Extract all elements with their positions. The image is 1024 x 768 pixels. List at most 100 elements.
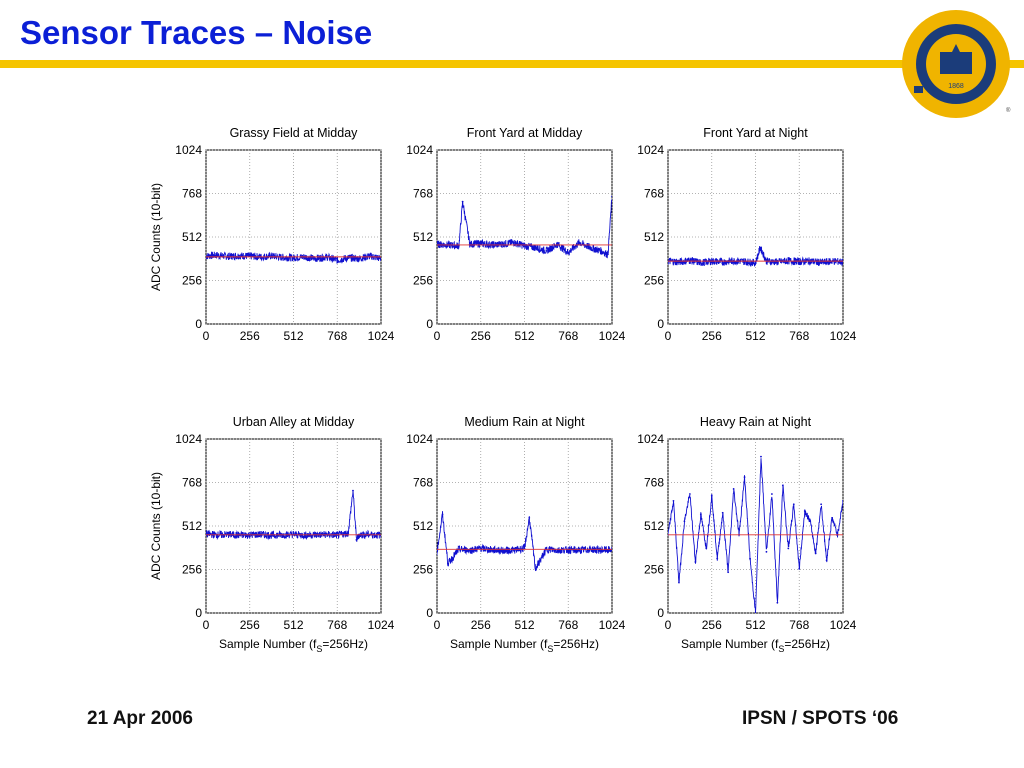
x-tick-label: 256 <box>702 618 722 632</box>
series-trace <box>206 251 381 264</box>
data-point <box>699 261 702 264</box>
y-tick-label: 512 <box>644 230 664 244</box>
x-tick-label: 512 <box>283 329 303 343</box>
y-tick-label: 0 <box>195 606 202 620</box>
y-tick-label: 1024 <box>637 143 664 157</box>
data-point <box>589 246 592 249</box>
chart-panel-2: 0 256 512 768 1024 0 256 512 768 1024 Front Yard a… <box>406 126 625 343</box>
data-point <box>534 246 537 249</box>
data-point <box>512 241 515 244</box>
title-underline-bar <box>0 60 1024 68</box>
y-tick-label: 0 <box>657 606 664 620</box>
data-point <box>534 567 537 570</box>
y-tick-label: 1024 <box>637 432 664 446</box>
y-tick-label: 0 <box>195 317 202 331</box>
x-tick-label: 256 <box>471 618 491 632</box>
series-trace <box>668 458 843 613</box>
data-point <box>437 550 438 553</box>
y-tick-label: 512 <box>644 519 664 533</box>
data-point <box>710 494 713 497</box>
x-tick-label: 1024 <box>830 329 857 343</box>
chart-title: Grassy Field at Midday <box>230 126 359 140</box>
data-point <box>611 195 612 198</box>
chart-title: Heavy Rain at Night <box>700 415 812 429</box>
x-tick-label: 0 <box>434 329 441 343</box>
x-tick-label: 1024 <box>368 618 395 632</box>
x-tick-label: 256 <box>471 329 491 343</box>
y-tick-label: 256 <box>182 563 202 577</box>
x-tick-label: 768 <box>558 329 578 343</box>
data-point <box>749 557 751 560</box>
data-point <box>672 499 675 502</box>
x-tick-label: 1024 <box>599 618 626 632</box>
x-axis-label: Sample Number (fS=256Hz) <box>219 637 368 654</box>
x-tick-label: 0 <box>203 329 210 343</box>
data-point <box>820 503 823 506</box>
x-tick-label: 768 <box>789 329 809 343</box>
y-tick-label: 256 <box>413 274 433 288</box>
y-tick-label: 256 <box>182 274 202 288</box>
x-tick-label: 512 <box>745 618 765 632</box>
data-point <box>694 561 697 563</box>
y-tick-label: 1024 <box>175 432 202 446</box>
data-point <box>727 571 730 574</box>
data-point <box>699 513 702 516</box>
series-trace <box>437 198 612 259</box>
chart-panel-1: 0 256 512 768 1024 0 256 512 768 1024 Grassy Field… <box>149 126 395 343</box>
x-tick-label: 256 <box>240 618 260 632</box>
chart-title: Front Yard at Night <box>703 126 808 140</box>
data-point <box>771 493 773 495</box>
y-tick-label: 512 <box>413 230 433 244</box>
university-seal-logo: 1868 ® <box>902 10 1011 118</box>
data-point <box>237 254 240 257</box>
x-tick-label: 1024 <box>368 329 395 343</box>
x-tick-label: 0 <box>665 329 672 343</box>
slide-title: Sensor Traces – Noise <box>20 14 373 51</box>
data-point <box>705 547 708 550</box>
y-tick-label: 768 <box>182 187 202 201</box>
y-tick-label: 1024 <box>406 143 433 157</box>
x-tick-label: 256 <box>240 329 260 343</box>
data-point <box>380 257 381 260</box>
data-point <box>545 250 548 252</box>
data-point <box>352 489 354 492</box>
data-point <box>803 510 806 512</box>
y-axis-label: ADC Counts (10-bit) <box>149 183 163 291</box>
x-tick-label: 0 <box>434 618 441 632</box>
data-point <box>578 241 581 244</box>
chart-panel-4: 0 256 512 768 1024 0 256 512 768 1024 Urban Alley … <box>149 415 395 654</box>
x-tick-label: 512 <box>514 329 534 343</box>
y-tick-label: 768 <box>644 476 664 490</box>
data-point <box>355 539 358 541</box>
data-point <box>825 559 828 562</box>
x-tick-label: 0 <box>203 618 210 632</box>
data-point <box>759 246 762 249</box>
footer-date: 21 Apr 2006 <box>87 708 193 729</box>
data-point <box>781 484 784 487</box>
data-point <box>798 567 801 570</box>
data-point <box>754 612 757 613</box>
data-point <box>809 520 812 523</box>
x-tick-label: 256 <box>702 329 722 343</box>
x-tick-label: 512 <box>745 329 765 343</box>
data-point <box>776 601 779 604</box>
x-tick-label: 0 <box>665 618 672 632</box>
y-tick-label: 0 <box>657 317 664 331</box>
y-tick-label: 768 <box>644 187 664 201</box>
data-point <box>447 562 449 565</box>
y-tick-label: 256 <box>413 563 433 577</box>
chart-panel-5: 0 256 512 768 1024 0 256 512 768 1024 Medium Rain … <box>406 415 625 654</box>
data-point <box>314 257 317 260</box>
y-tick-label: 0 <box>426 317 433 331</box>
data-point <box>688 493 691 495</box>
y-tick-label: 512 <box>182 519 202 533</box>
data-point <box>792 503 795 506</box>
y-tick-label: 256 <box>644 274 664 288</box>
data-point <box>441 513 444 516</box>
data-point <box>336 259 339 262</box>
data-point <box>754 261 757 264</box>
y-tick-label: 512 <box>413 519 433 533</box>
x-tick-label: 1024 <box>599 329 626 343</box>
y-tick-label: 768 <box>413 476 433 490</box>
data-point <box>820 261 823 264</box>
